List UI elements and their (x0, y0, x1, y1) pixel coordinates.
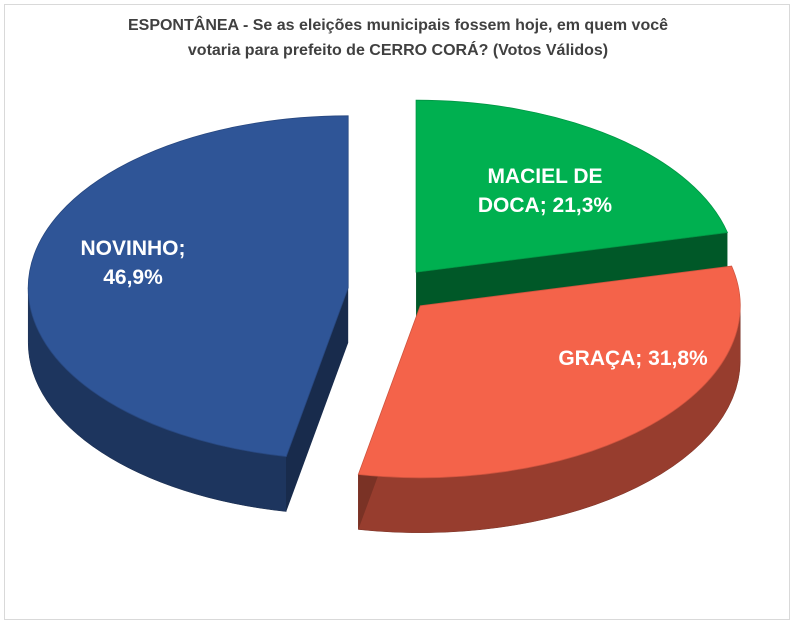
pie-slice-novinho (27, 115, 349, 512)
data-label-novinho: NOVINHO; 46,9% (81, 237, 186, 289)
data-label-maciel-de-doca: MACIEL DE DOCA; 21,3% (478, 165, 613, 217)
chart-title: ESPONTÂNEA - Se as eleições municipais f… (5, 13, 791, 63)
pie-slice-gra-a (357, 265, 741, 533)
data-label-line: MACIEL DE (487, 165, 602, 188)
chart-title-line-1: ESPONTÂNEA - Se as eleições municipais f… (127, 17, 669, 34)
chart-title-line-2: votaria para prefeito de CERRO CORÁ? (Vo… (187, 42, 609, 59)
data-label-line: 46,9% (103, 266, 163, 289)
chart-area: ESPONTÂNEA - Se as eleições municipais f… (4, 4, 790, 620)
pie-chart: MACIEL DE DOCA; 21,3% NOVINHO; 46,9% GRAÇA; … (27, 99, 741, 533)
data-label-gra-a: GRAÇA; 31,8% (558, 347, 708, 370)
data-label-line: DOCA; 21,3% (478, 194, 613, 217)
data-label-line: NOVINHO; (81, 237, 186, 260)
data-label-line: GRAÇA; 31,8% (558, 347, 708, 370)
